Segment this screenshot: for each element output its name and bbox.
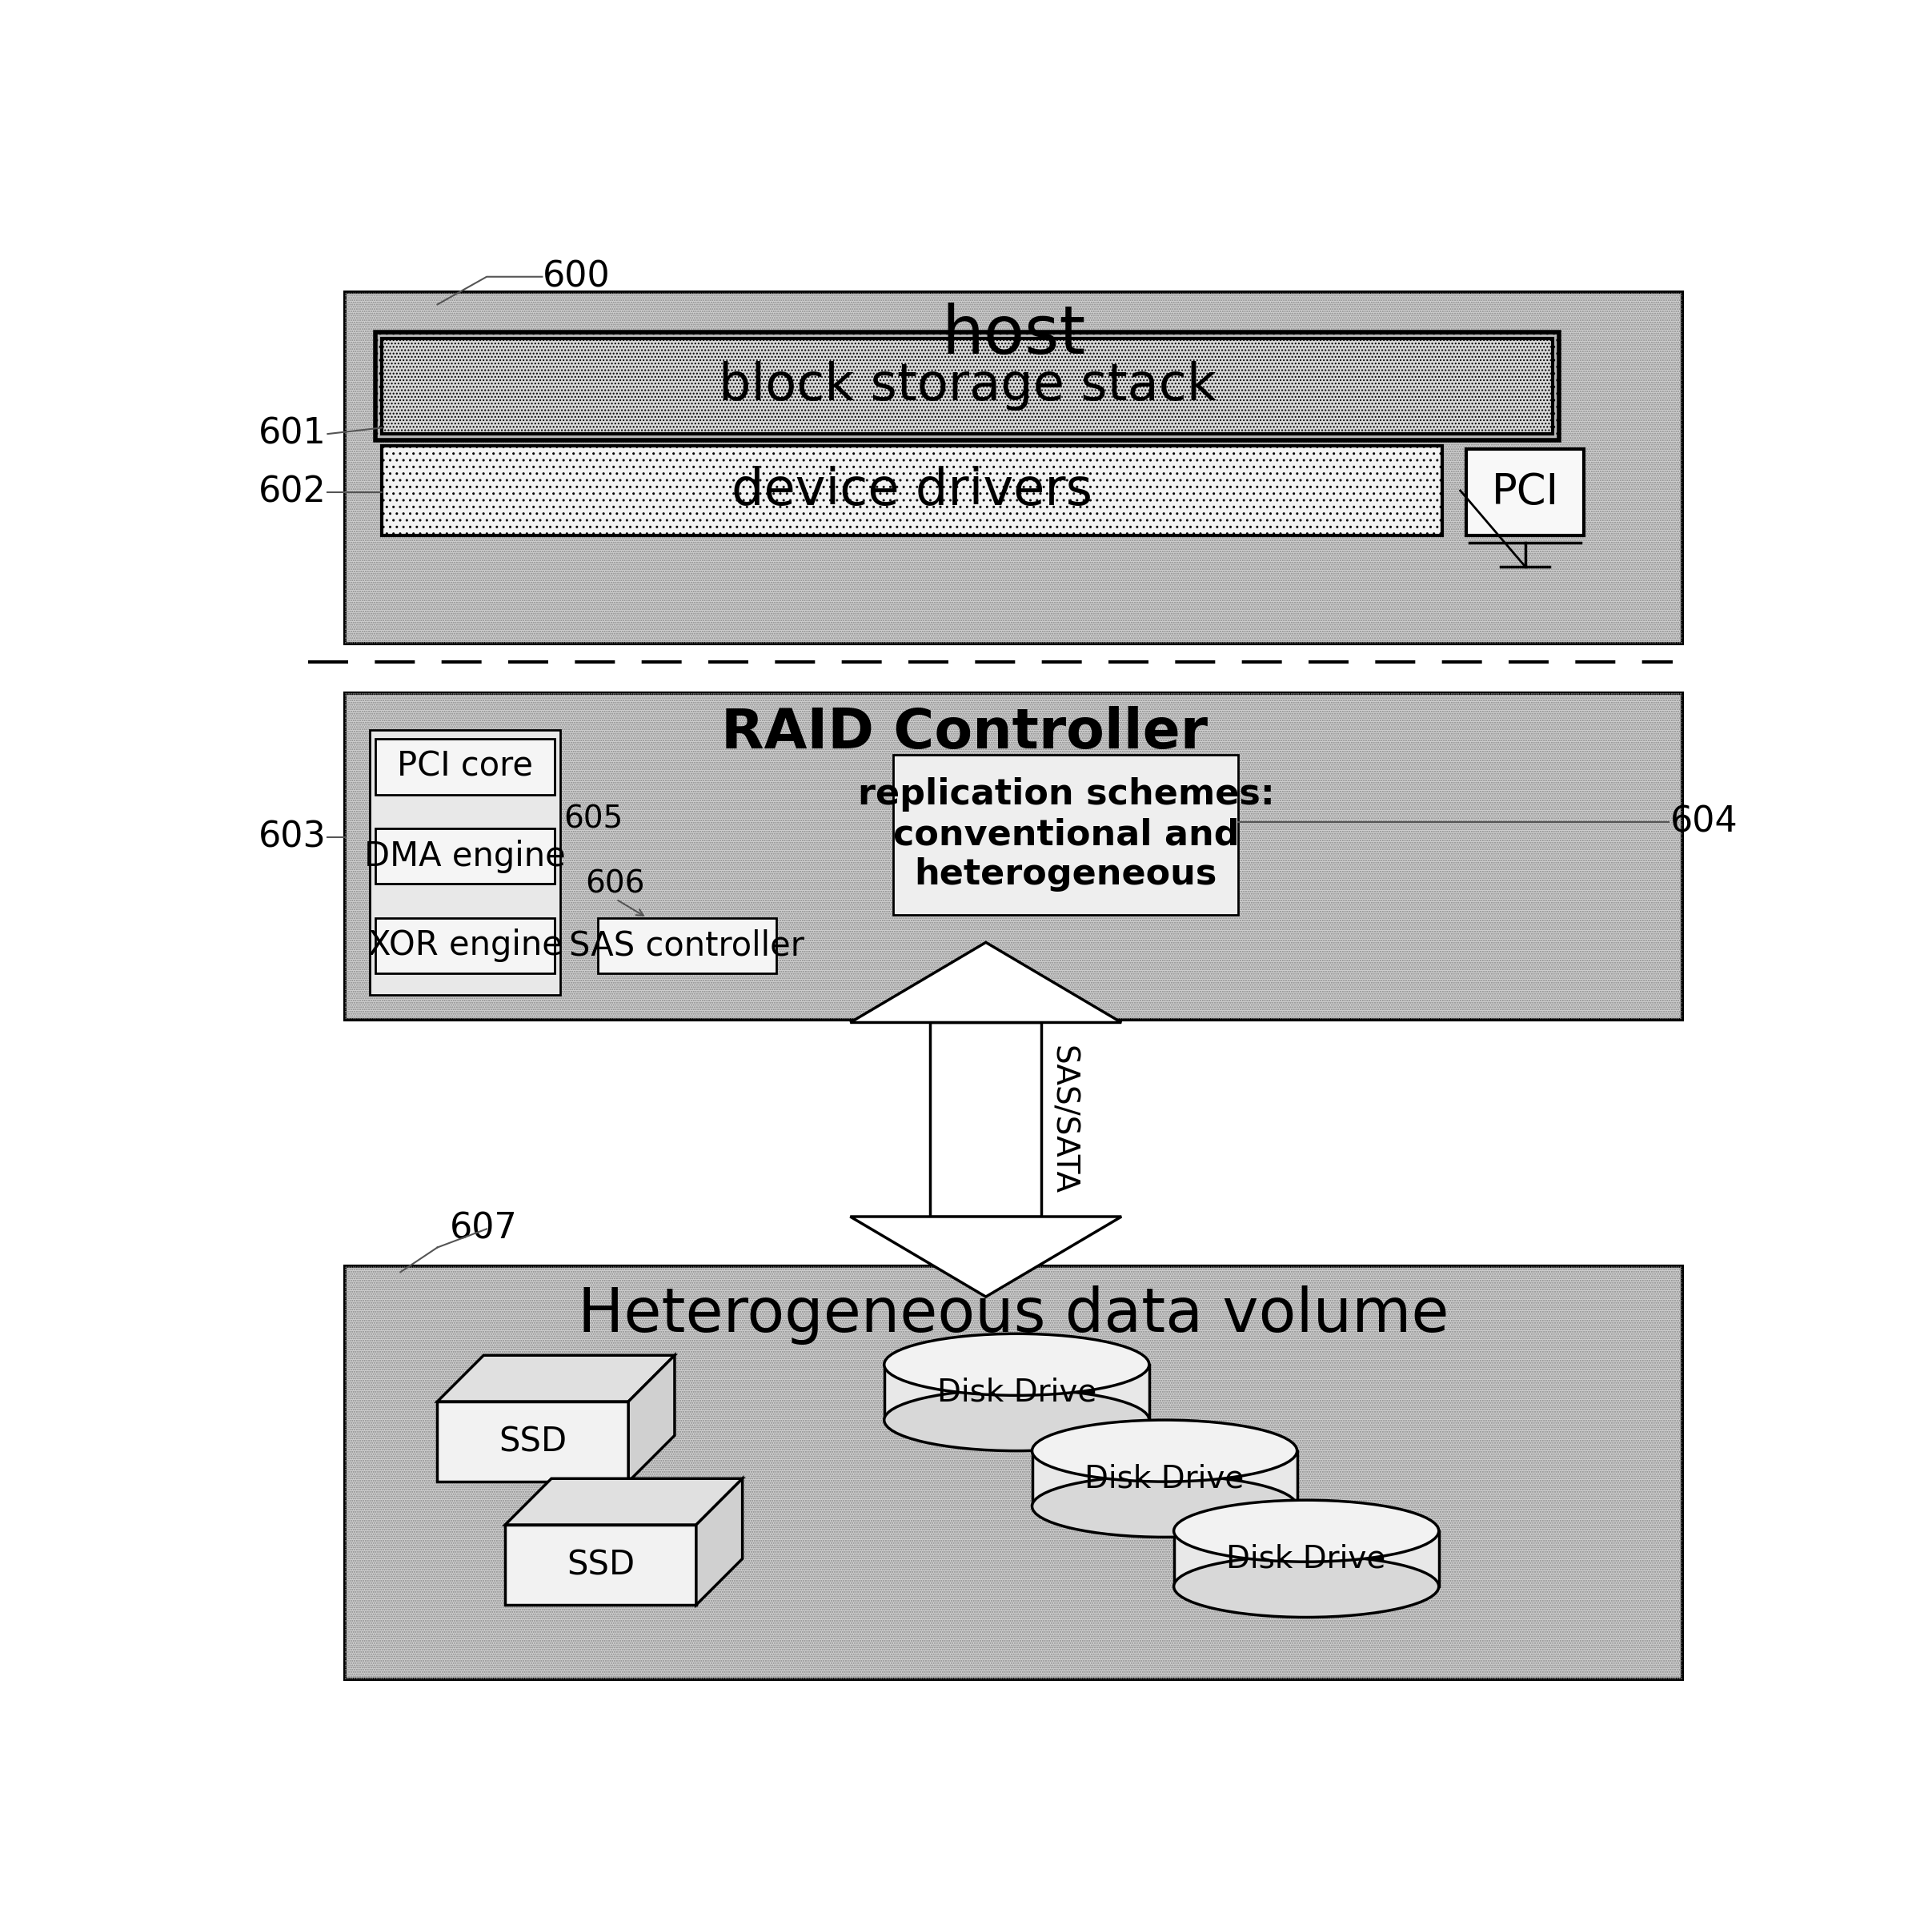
Text: 606: 606 <box>585 868 645 899</box>
Bar <box>383 446 1441 536</box>
Bar <box>885 1364 1150 1420</box>
Polygon shape <box>696 1479 742 1604</box>
Text: PCI: PCI <box>1492 473 1559 513</box>
Text: 601: 601 <box>259 417 327 451</box>
Polygon shape <box>628 1356 674 1481</box>
Text: Disk Drive: Disk Drive <box>1084 1464 1244 1495</box>
Text: Heterogeneous data volume: Heterogeneous data volume <box>578 1285 1449 1345</box>
Text: Disk Drive: Disk Drive <box>1227 1543 1385 1573</box>
Text: device drivers: device drivers <box>732 465 1092 515</box>
Bar <box>1175 1531 1439 1587</box>
Bar <box>375 332 1559 440</box>
Ellipse shape <box>1032 1420 1296 1481</box>
Text: SSD: SSD <box>566 1548 636 1581</box>
Text: SAS/SATA: SAS/SATA <box>1047 1045 1078 1195</box>
Bar <box>346 693 1683 1020</box>
Text: 603: 603 <box>259 820 327 855</box>
Text: SSD: SSD <box>498 1425 566 1458</box>
Ellipse shape <box>885 1333 1150 1395</box>
Bar <box>346 292 1683 644</box>
Ellipse shape <box>1032 1475 1296 1537</box>
Bar <box>1466 450 1584 536</box>
Text: host: host <box>941 304 1086 367</box>
Polygon shape <box>504 1525 696 1604</box>
Polygon shape <box>850 943 1121 1022</box>
Bar <box>893 755 1238 914</box>
Text: SAS controller: SAS controller <box>570 928 804 962</box>
Text: XOR engine: XOR engine <box>367 928 562 962</box>
Ellipse shape <box>1175 1556 1439 1617</box>
Bar <box>375 918 554 974</box>
Bar <box>346 1266 1683 1679</box>
Text: DMA engine: DMA engine <box>365 839 566 872</box>
Bar <box>1032 1450 1296 1506</box>
Text: block storage stack: block storage stack <box>719 361 1215 411</box>
Text: 607: 607 <box>450 1212 518 1247</box>
Bar <box>346 292 1683 644</box>
Text: 600: 600 <box>543 259 611 294</box>
Text: 602: 602 <box>259 474 327 509</box>
Text: 605: 605 <box>564 803 624 834</box>
Text: 604: 604 <box>1669 805 1737 839</box>
Polygon shape <box>504 1479 742 1525</box>
Bar <box>369 730 560 995</box>
Text: PCI core: PCI core <box>398 749 533 784</box>
Bar <box>346 1266 1683 1679</box>
Bar <box>375 828 554 884</box>
Bar <box>597 918 777 974</box>
Bar <box>383 338 1553 434</box>
Text: replication schemes:
conventional and
heterogeneous: replication schemes: conventional and he… <box>858 778 1275 891</box>
Text: RAID Controller: RAID Controller <box>721 707 1208 759</box>
Ellipse shape <box>1175 1500 1439 1562</box>
Polygon shape <box>437 1356 674 1402</box>
Bar <box>346 693 1683 1020</box>
Ellipse shape <box>885 1389 1150 1450</box>
Text: Disk Drive: Disk Drive <box>937 1377 1097 1408</box>
Polygon shape <box>437 1402 628 1481</box>
Polygon shape <box>850 1216 1121 1297</box>
Bar <box>375 740 554 795</box>
Bar <box>931 1022 1041 1216</box>
